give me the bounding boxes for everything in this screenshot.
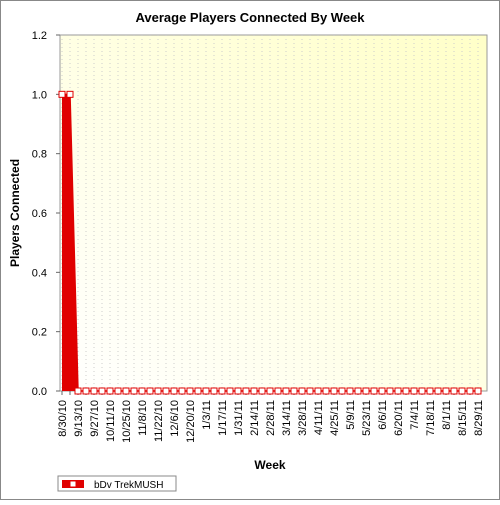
y-tick-label: 0.6 bbox=[32, 208, 47, 220]
y-tick-label: 0.2 bbox=[32, 327, 47, 339]
marker bbox=[130, 387, 138, 395]
x-axis-label: Week bbox=[254, 458, 285, 472]
marker bbox=[346, 387, 354, 395]
x-tick-label: 8/30/10 bbox=[57, 400, 69, 437]
x-tick-label: 10/25/10 bbox=[121, 400, 133, 443]
marker bbox=[58, 90, 66, 98]
plot-area bbox=[59, 34, 488, 392]
marker bbox=[426, 387, 434, 395]
marker bbox=[266, 387, 274, 395]
legend-label: bDv TrekMUSH bbox=[94, 480, 163, 491]
marker bbox=[362, 387, 370, 395]
marker bbox=[442, 387, 450, 395]
marker bbox=[234, 387, 242, 395]
marker bbox=[322, 387, 330, 395]
x-tick-label: 4/25/11 bbox=[329, 400, 341, 436]
marker bbox=[330, 387, 338, 395]
marker bbox=[298, 387, 306, 395]
marker bbox=[138, 387, 146, 395]
marker bbox=[226, 387, 234, 395]
marker bbox=[210, 387, 218, 395]
marker bbox=[258, 387, 266, 395]
x-tick-label: 8/1/11 bbox=[441, 400, 453, 430]
y-tick-label: 0.0 bbox=[32, 386, 47, 398]
y-tick-label: 0.8 bbox=[32, 149, 47, 161]
marker bbox=[290, 387, 298, 395]
marker bbox=[466, 387, 474, 395]
x-tick-label: 1/3/11 bbox=[201, 400, 213, 430]
marker bbox=[434, 387, 442, 395]
x-tick-label: 6/20/11 bbox=[393, 400, 405, 436]
marker bbox=[386, 387, 394, 395]
marker bbox=[338, 387, 346, 395]
marker bbox=[394, 387, 402, 395]
x-tick-label: 11/22/10 bbox=[153, 400, 165, 442]
legend-marker bbox=[69, 480, 77, 488]
x-tick-label: 7/4/11 bbox=[409, 400, 421, 430]
marker bbox=[74, 387, 82, 395]
marker bbox=[146, 387, 154, 395]
marker bbox=[162, 387, 170, 395]
marker bbox=[418, 387, 426, 395]
marker bbox=[402, 387, 410, 395]
marker bbox=[170, 387, 178, 395]
marker bbox=[114, 387, 122, 395]
chart-title: Average Players Connected By Week bbox=[135, 10, 365, 25]
marker bbox=[458, 387, 466, 395]
marker bbox=[354, 387, 362, 395]
marker bbox=[242, 387, 250, 395]
marker bbox=[186, 387, 194, 395]
marker bbox=[282, 387, 290, 395]
x-tick-label: 8/15/11 bbox=[457, 400, 469, 436]
marker bbox=[306, 387, 314, 395]
marker bbox=[370, 387, 378, 395]
x-tick-label: 7/18/11 bbox=[425, 400, 437, 436]
x-tick-label: 9/27/10 bbox=[89, 400, 101, 437]
marker bbox=[178, 387, 186, 395]
marker bbox=[106, 387, 114, 395]
marker bbox=[98, 387, 106, 395]
marker bbox=[450, 387, 458, 395]
x-tick-label: 2/14/11 bbox=[249, 400, 261, 436]
y-axis-label: Players Connected bbox=[8, 159, 22, 267]
x-tick-label: 11/8/10 bbox=[137, 400, 149, 436]
marker bbox=[66, 90, 74, 98]
marker bbox=[154, 387, 162, 395]
marker bbox=[378, 387, 386, 395]
x-tick-label: 6/6/11 bbox=[377, 400, 389, 430]
y-tick-label: 1.2 bbox=[32, 30, 47, 42]
x-tick-label: 1/17/11 bbox=[217, 400, 229, 436]
x-tick-label: 8/29/11 bbox=[473, 400, 485, 436]
legend bbox=[57, 475, 177, 492]
x-tick-label: 9/13/10 bbox=[73, 400, 85, 437]
x-tick-label: 5/23/11 bbox=[361, 400, 373, 436]
x-tick-label: 1/31/11 bbox=[233, 400, 245, 436]
marker bbox=[202, 387, 210, 395]
marker bbox=[410, 387, 418, 395]
x-tick-label: 2/28/11 bbox=[265, 400, 277, 436]
x-tick-label: 3/14/11 bbox=[281, 400, 293, 436]
marker bbox=[314, 387, 322, 395]
x-tick-label: 4/11/11 bbox=[313, 400, 325, 435]
x-tick-label: 3/28/11 bbox=[297, 400, 309, 436]
x-tick-label: 12/6/10 bbox=[169, 400, 181, 437]
y-tick-label: 0.4 bbox=[32, 267, 47, 279]
marker bbox=[218, 387, 226, 395]
y-tick-label: 1.0 bbox=[32, 89, 47, 101]
marker bbox=[274, 387, 282, 395]
marker bbox=[122, 387, 130, 395]
marker bbox=[250, 387, 258, 395]
x-tick-label: 10/11/10 bbox=[105, 400, 117, 442]
marker bbox=[82, 387, 90, 395]
marker bbox=[474, 387, 482, 395]
x-tick-label: 12/20/10 bbox=[185, 400, 197, 443]
x-tick-label: 5/9/11 bbox=[345, 400, 357, 430]
marker bbox=[194, 387, 202, 395]
marker bbox=[90, 387, 98, 395]
